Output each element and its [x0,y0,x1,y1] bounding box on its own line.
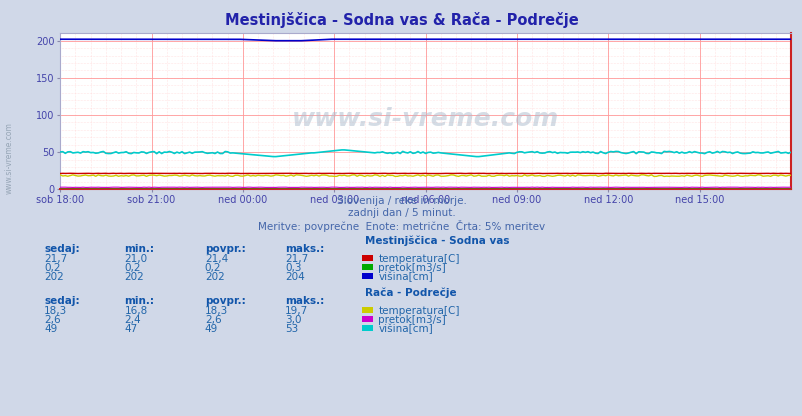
Text: višina[cm]: višina[cm] [378,324,432,334]
Text: Slovenija / reke in morje.: Slovenija / reke in morje. [336,196,466,206]
Text: pretok[m3/s]: pretok[m3/s] [378,315,445,325]
Text: 47: 47 [124,324,138,334]
Text: 49: 49 [205,324,218,334]
Text: 202: 202 [205,272,225,282]
Text: maks.:: maks.: [285,244,324,254]
Text: www.si-vreme.com: www.si-vreme.com [292,107,558,131]
Text: temperatura[C]: temperatura[C] [378,254,459,264]
Text: 2,4: 2,4 [124,315,141,325]
Text: Rača - Podrečje: Rača - Podrečje [365,287,456,297]
Text: 53: 53 [285,324,298,334]
Text: 0,2: 0,2 [205,263,221,273]
Text: 204: 204 [285,272,305,282]
Text: 0,3: 0,3 [285,263,302,273]
Text: 202: 202 [124,272,144,282]
Text: 18,3: 18,3 [205,306,228,316]
Text: Meritve: povprečne  Enote: metrične  Črta: 5% meritev: Meritve: povprečne Enote: metrične Črta:… [257,220,545,232]
Text: 16,8: 16,8 [124,306,148,316]
Text: min.:: min.: [124,244,154,254]
Text: 2,6: 2,6 [205,315,221,325]
Text: sedaj:: sedaj: [44,244,79,254]
Text: 19,7: 19,7 [285,306,308,316]
Text: zadnji dan / 5 minut.: zadnji dan / 5 minut. [347,208,455,218]
Text: 21,0: 21,0 [124,254,148,264]
Text: 49: 49 [44,324,58,334]
Text: www.si-vreme.com: www.si-vreme.com [4,122,14,194]
Text: pretok[m3/s]: pretok[m3/s] [378,263,445,273]
Text: 0,2: 0,2 [124,263,141,273]
Text: 18,3: 18,3 [44,306,67,316]
Text: povpr.:: povpr.: [205,296,245,306]
Text: Mestinjščica - Sodna vas: Mestinjščica - Sodna vas [365,235,509,245]
Text: min.:: min.: [124,296,154,306]
Text: povpr.:: povpr.: [205,244,245,254]
Text: 21,4: 21,4 [205,254,228,264]
Text: Mestinjščica - Sodna vas & Rača - Podrečje: Mestinjščica - Sodna vas & Rača - Podreč… [225,12,577,27]
Text: 21,7: 21,7 [285,254,308,264]
Text: maks.:: maks.: [285,296,324,306]
Text: 202: 202 [44,272,64,282]
Text: sedaj:: sedaj: [44,296,79,306]
Text: 3,0: 3,0 [285,315,302,325]
Text: temperatura[C]: temperatura[C] [378,306,459,316]
Text: višina[cm]: višina[cm] [378,272,432,282]
Text: 0,2: 0,2 [44,263,61,273]
Text: 21,7: 21,7 [44,254,67,264]
Text: 2,6: 2,6 [44,315,61,325]
